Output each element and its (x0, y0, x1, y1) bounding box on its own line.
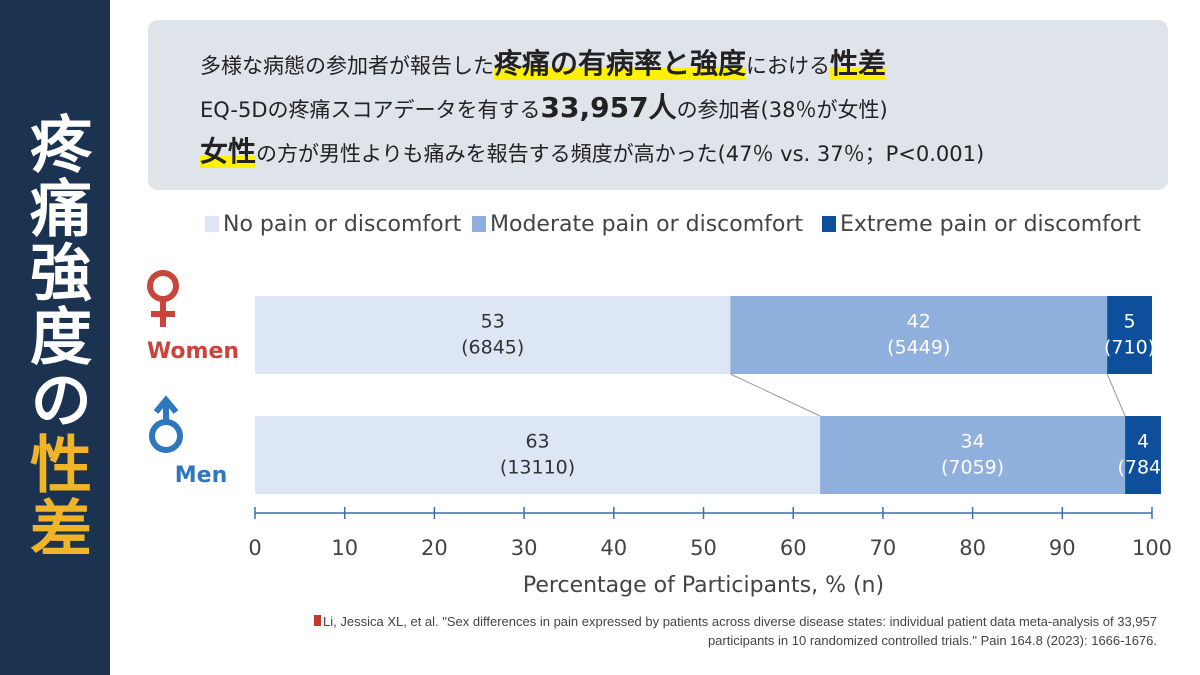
bar-segment (1125, 416, 1161, 494)
title-highlight: 性差 (19, 432, 92, 560)
x-axis-label: Percentage of Participants, % (n) (523, 573, 884, 598)
value-label: 5 (1124, 311, 1136, 333)
count-label: (784) (1117, 457, 1168, 479)
x-tick-label: 10 (331, 536, 358, 560)
category-label: Women (147, 339, 239, 364)
x-tick-label: 100 (1132, 536, 1172, 560)
x-tick-label: 20 (421, 536, 448, 560)
x-tick-label: 70 (870, 536, 897, 560)
citation: Li, Jessica XL, et al. "Sex differences … (314, 612, 1157, 650)
x-tick-label: 60 (780, 536, 807, 560)
x-tick-label: 0 (248, 536, 261, 560)
bar-segment (255, 416, 821, 494)
connector (730, 373, 821, 417)
header-line: 多様な病態の参加者が報告した疼痛の有病率と強度における性差 (200, 42, 887, 82)
count-label: (13110) (500, 457, 575, 479)
female-icon (147, 270, 179, 302)
male-icon (149, 419, 183, 453)
legend-swatch (472, 216, 486, 232)
header-segment: における (746, 54, 831, 78)
header-segment: の方が男性よりも痛みを報告する頻度が高かった(47％ vs. 37％；P<0.0… (256, 142, 985, 166)
value-label: 53 (481, 311, 505, 333)
citation-line: Li, Jessica XL, et al. "Sex differences … (323, 614, 1157, 629)
legend-swatch (822, 216, 836, 232)
citation-line: participants in 10 randomized controlled… (707, 633, 1157, 648)
x-tick-label: 80 (959, 536, 986, 560)
x-tick-label: 30 (511, 536, 538, 560)
header-segment: 33,957人 (540, 91, 677, 124)
header-segment: 女性 (200, 135, 257, 168)
legend-label: Extreme pain or discomfort (840, 212, 1141, 237)
connector (1106, 373, 1126, 417)
category-label: Men (175, 463, 227, 488)
sidebar-title: 疼痛強度の性差 (19, 112, 92, 560)
value-label: 63 (525, 431, 549, 453)
bar-segment (1107, 296, 1152, 374)
legend-label: No pain or discomfort (223, 212, 462, 237)
header-box: 多様な病態の参加者が報告した疼痛の有病率と強度における性差 EQ-5Dの疼痛スコア… (148, 20, 1168, 190)
header-segment: 性差 (830, 47, 887, 80)
header-segment: EQ-5Dの疼痛スコアデータを有する (200, 98, 541, 122)
bar-segment (730, 296, 1108, 374)
x-tick-label: 40 (600, 536, 627, 560)
count-label: (710) (1104, 337, 1155, 359)
count-label: (5449) (887, 337, 950, 359)
header-line: 女性の方が男性よりも痛みを報告する頻度が高かった(47％ vs. 37％；P<0… (200, 130, 984, 170)
header-line: EQ-5Dの疼痛スコアデータを有する33,957人の参加者(38％が女性) (200, 86, 888, 126)
count-label: (7059) (941, 457, 1004, 479)
header-segment: 疼痛の有病率と強度 (494, 47, 747, 80)
header-segment: 多様な病態の参加者が報告した (200, 54, 494, 78)
title-text: 疼痛強度の (19, 112, 92, 432)
male-icon (153, 395, 179, 414)
count-label: (6845) (461, 337, 524, 359)
sidebar: 疼痛強度の性差 (0, 0, 110, 675)
value-label: 34 (961, 431, 985, 453)
header-segment: の参加者(38％が女性) (676, 98, 888, 122)
x-tick-label: 50 (690, 536, 717, 560)
legend-label: Moderate pain or discomfort (490, 212, 803, 237)
x-tick-label: 90 (1049, 536, 1076, 560)
value-label: 42 (907, 311, 931, 333)
legend-swatch (205, 216, 219, 232)
value-label: 4 (1137, 431, 1149, 453)
bar-segment (255, 296, 731, 374)
bar-segment (820, 416, 1126, 494)
